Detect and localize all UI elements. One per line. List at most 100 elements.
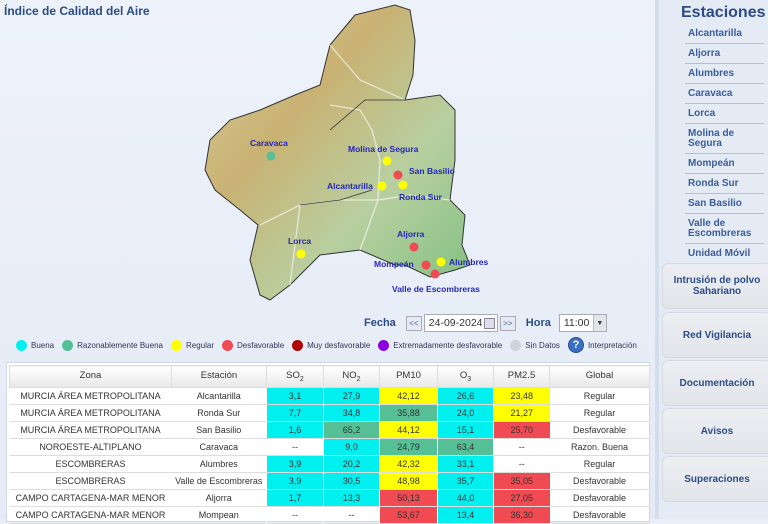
- sidebar-station-link[interactable]: Lorca: [685, 104, 764, 124]
- legend-label: Razonablemente Buena: [77, 340, 163, 350]
- sidebar-nav-button[interactable]: Superaciones: [662, 456, 768, 502]
- legend-label: Sin Datos: [525, 340, 560, 350]
- pollutant-cell: 3,1: [266, 387, 324, 405]
- pollutant-cell: 3,9: [266, 472, 324, 490]
- estacion-cell: Ronda Sur: [171, 404, 267, 422]
- station-label[interactable]: Lorca: [288, 236, 311, 246]
- pollutant-cell: 36,30: [493, 506, 550, 524]
- global-cell: Razon. Buena: [549, 438, 650, 456]
- sidebar-station-link[interactable]: Molina de Segura: [685, 124, 764, 154]
- legend-item: Desfavorable: [222, 339, 284, 351]
- pollutant-cell: 13,3: [323, 489, 380, 507]
- region-outline: [204, 4, 471, 301]
- table-row[interactable]: ESCOMBRERAS Valle de Escombreras 3,9 30,5 48…: [9, 472, 650, 490]
- pollutant-cell: 24,79: [379, 438, 438, 456]
- table-row[interactable]: ESCOMBRERAS Alumbres 3,9 20,2 42,32 33,1 -- Reg…: [9, 455, 650, 473]
- hour-value: 11:00: [563, 317, 590, 329]
- station-label[interactable]: Alcantarilla: [327, 181, 373, 191]
- sidebar-nav-button[interactable]: Intrusión de polvo Sahariano: [662, 263, 768, 309]
- date-input[interactable]: 24-09-2024: [423, 314, 498, 332]
- station-label[interactable]: Ronda Sur: [399, 192, 443, 202]
- pollutant-cell: 34,8: [323, 404, 380, 422]
- header-label: Zona: [79, 370, 102, 382]
- table-row[interactable]: CAMPO CARTAGENA-MAR MENOR Aljorra 1,7 13,3 5…: [9, 489, 650, 507]
- legend-dot-icon: [62, 339, 74, 351]
- table-row[interactable]: MURCIA ÁREA METROPOLITANA Alcantarilla 3,1…: [9, 387, 650, 405]
- pollutant-cell: 20,2: [323, 455, 380, 473]
- station-marker[interactable]: [409, 242, 419, 252]
- prev-date-button[interactable]: <<: [405, 315, 422, 331]
- estacion-cell: Alumbres: [171, 455, 267, 473]
- legend-item: Extremadamente desfavorable: [378, 339, 502, 351]
- table-row[interactable]: NOROESTE-ALTIPLANO Caravaca -- 9,0 24,79 63,4…: [9, 438, 650, 456]
- sidebar-nav-button[interactable]: Red Vigilancia: [662, 312, 768, 358]
- sidebar-station-link[interactable]: Unidad Móvil: [685, 244, 764, 264]
- legend-label: Regular: [185, 340, 214, 350]
- legend-label: Muy desfavorable: [307, 340, 371, 350]
- station-marker[interactable]: [296, 249, 306, 259]
- zona-cell: MURCIA ÁREA METROPOLITANA: [9, 421, 172, 439]
- station-marker[interactable]: [393, 170, 403, 180]
- station-label[interactable]: Mompeán: [374, 259, 414, 269]
- station-marker[interactable]: [430, 269, 440, 279]
- zona-cell: ESCOMBRERAS: [9, 472, 172, 490]
- region-map: Caravaca Molina de Segura San Basilio Alcan…: [204, 4, 488, 301]
- pollutant-cell: 30,5: [323, 472, 380, 490]
- pollutant-cell: 23,48: [493, 387, 550, 405]
- pollutant-cell: 33,1: [437, 455, 494, 473]
- sidebar-station-link[interactable]: Mompeán: [685, 154, 764, 174]
- zona-cell: CAMPO CARTAGENA-MAR MENOR: [9, 506, 172, 524]
- legend-dot-icon: [222, 339, 233, 351]
- station-marker[interactable]: [421, 260, 431, 270]
- calendar-icon[interactable]: [483, 317, 495, 329]
- sidebar-station-link[interactable]: Aljorra: [685, 44, 764, 64]
- station-marker[interactable]: [382, 156, 392, 166]
- sidebar-nav-button[interactable]: Avisos: [662, 408, 768, 454]
- zona-cell: ESCOMBRERAS: [9, 455, 172, 473]
- pollutant-cell: 27,05: [493, 489, 550, 507]
- header-label: NO: [342, 370, 357, 382]
- page-title: Índice de Calidad del Aire: [4, 4, 150, 18]
- table-row[interactable]: CAMPO CARTAGENA-MAR MENOR Mompean -- -- 53,6…: [9, 506, 650, 524]
- station-marker[interactable]: [266, 151, 276, 161]
- station-marker[interactable]: [436, 257, 446, 267]
- pollutant-cell: 44,12: [379, 421, 438, 439]
- header-label: SO: [286, 370, 300, 382]
- header-label: Estación: [200, 370, 238, 382]
- header-label: PM10: [396, 370, 421, 382]
- station-label[interactable]: San Basilio: [409, 166, 455, 176]
- sidebar-nav-button[interactable]: Documentación: [662, 360, 768, 406]
- station-label[interactable]: Alumbres: [449, 257, 488, 267]
- pollutant-cell: 53,67: [379, 506, 438, 524]
- table-row[interactable]: MURCIA ÁREA METROPOLITANA Ronda Sur 7,7 34,…: [9, 404, 650, 422]
- interpretation-link[interactable]: ? Interpretación: [567, 337, 637, 353]
- pollutant-cell: 44,0: [437, 489, 494, 507]
- header-label: O: [459, 370, 468, 382]
- station-label[interactable]: Molina de Segura: [348, 144, 419, 154]
- sidebar-station-link[interactable]: Alcantarilla: [685, 24, 764, 44]
- legend: Buena Razonablemente Buena Regular Desfavor…: [16, 337, 645, 353]
- table-row[interactable]: MURCIA ÁREA METROPOLITANA San Basilio 1,6 6…: [9, 421, 650, 439]
- help-icon: ?: [567, 337, 584, 353]
- pollutant-cell: 9,0: [323, 438, 380, 456]
- station-label[interactable]: Valle de Escombreras: [392, 284, 480, 294]
- air-quality-table: Zona Estación SO2 NO2 PM10 O3 PM2.5 Global MURC…: [9, 365, 650, 524]
- station-marker[interactable]: [377, 181, 387, 191]
- sidebar-station-link[interactable]: San Basilio: [685, 194, 764, 214]
- sidebar-station-link[interactable]: Alumbres: [685, 64, 764, 84]
- next-date-button[interactable]: >>: [499, 315, 516, 331]
- legend-item: Razonablemente Buena: [62, 339, 163, 351]
- global-cell: Desfavorable: [549, 489, 650, 507]
- sidebar-heading: Estaciones: [681, 4, 766, 21]
- pollutant-cell: 63,4: [437, 438, 494, 456]
- station-marker[interactable]: [398, 180, 408, 190]
- global-cell: Desfavorable: [549, 506, 650, 524]
- sidebar-station-link[interactable]: Ronda Sur: [685, 174, 764, 194]
- sidebar-station-link[interactable]: Caravaca: [685, 84, 764, 104]
- station-label[interactable]: Aljorra: [397, 229, 425, 239]
- hour-select[interactable]: 11:00 ▼: [558, 314, 607, 332]
- global-cell: Regular: [549, 387, 650, 405]
- station-label[interactable]: Caravaca: [250, 138, 288, 148]
- sidebar-station-link[interactable]: Valle de Escombreras: [685, 214, 764, 244]
- zona-cell: MURCIA ÁREA METROPOLITANA: [9, 404, 172, 422]
